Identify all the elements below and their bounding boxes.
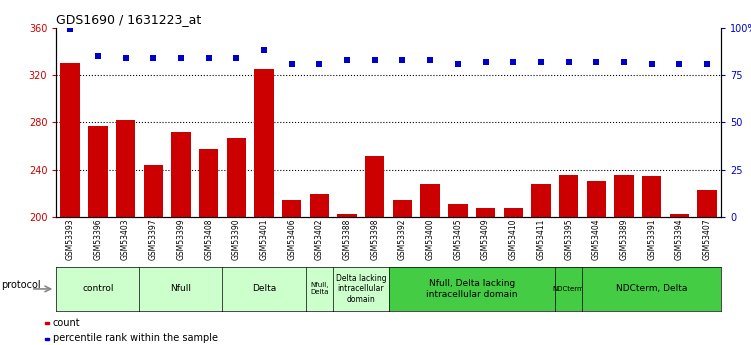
Bar (143, 165, 163, 217)
Point (147, 55, 159, 61)
Text: NDCterm, Delta: NDCterm, Delta (616, 284, 687, 294)
Point (674, 61, 686, 66)
Bar (587, 180, 606, 217)
Point (646, 61, 658, 66)
Text: NDCterm: NDCterm (553, 286, 584, 292)
Bar (88, 126, 107, 217)
Point (285, 61, 297, 66)
Point (64, 27, 76, 32)
Point (119, 55, 131, 61)
Bar (282, 199, 301, 217)
Point (231, 55, 243, 61)
Point (701, 61, 713, 66)
Point (480, 59, 492, 65)
Bar (227, 138, 246, 217)
Point (175, 55, 187, 61)
Bar (45, 322, 50, 324)
Bar (116, 120, 135, 217)
Text: GDS1690 / 1631223_at: GDS1690 / 1631223_at (56, 13, 201, 27)
Point (313, 61, 325, 66)
Point (562, 59, 575, 65)
Point (535, 59, 547, 65)
Point (507, 59, 519, 65)
Text: Nfull, Delta lacking
intracellular domain: Nfull, Delta lacking intracellular domai… (426, 279, 517, 299)
Bar (698, 190, 716, 217)
Bar (393, 199, 412, 217)
Bar (309, 194, 329, 217)
Bar (448, 204, 468, 217)
Text: Delta: Delta (252, 284, 276, 294)
Point (397, 57, 409, 62)
Bar (476, 208, 495, 217)
Bar (255, 69, 273, 217)
Point (203, 55, 215, 61)
Text: percentile rank within the sample: percentile rank within the sample (53, 334, 218, 343)
Text: Nfull: Nfull (170, 284, 192, 294)
Bar (337, 214, 357, 217)
Bar (61, 63, 80, 217)
Point (590, 59, 602, 65)
Point (424, 57, 436, 62)
Point (452, 61, 464, 66)
Bar (365, 156, 385, 217)
Point (369, 57, 381, 62)
Point (341, 57, 353, 62)
Bar (670, 214, 689, 217)
Point (618, 59, 630, 65)
Point (92, 53, 104, 59)
Bar (614, 175, 634, 217)
Text: count: count (53, 318, 80, 328)
Text: Delta lacking
intracellular
domain: Delta lacking intracellular domain (336, 274, 386, 304)
Text: control: control (82, 284, 113, 294)
Bar (171, 132, 191, 217)
Bar (504, 208, 523, 217)
Bar (642, 176, 662, 217)
Bar (421, 184, 440, 217)
Text: protocol: protocol (1, 280, 41, 289)
Bar (531, 184, 550, 217)
Bar (559, 175, 578, 217)
Text: Nfull,
Delta: Nfull, Delta (310, 283, 329, 295)
Bar (199, 149, 219, 217)
Point (258, 48, 270, 53)
Bar (45, 338, 50, 340)
